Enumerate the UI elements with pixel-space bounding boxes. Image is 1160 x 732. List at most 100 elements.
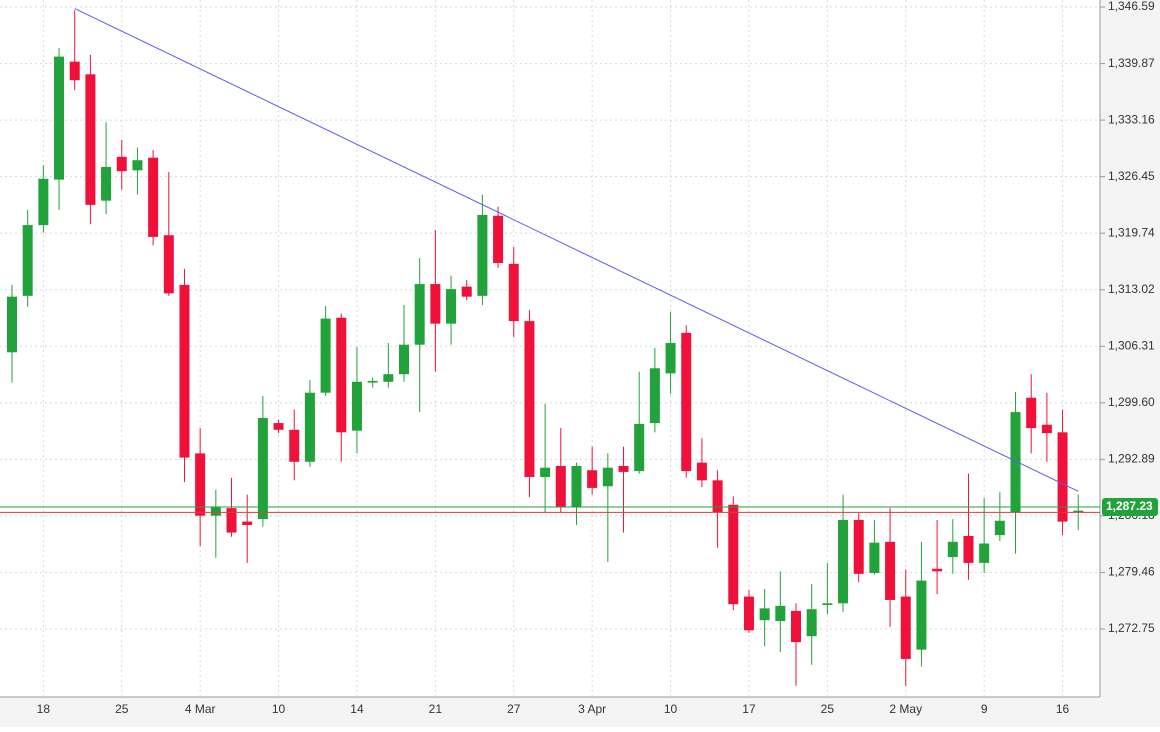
candle-body <box>195 453 206 516</box>
candle-body <box>7 296 17 353</box>
candle-body <box>555 466 566 508</box>
candle-body <box>351 381 362 431</box>
candle-body <box>163 235 174 294</box>
candle-body <box>1026 397 1037 429</box>
candle-body <box>430 284 441 324</box>
candle-body <box>524 321 535 477</box>
candle-body <box>853 519 864 574</box>
candle-body <box>775 605 786 622</box>
y-tick-label: 1,292.89 <box>1108 452 1155 466</box>
candle-body <box>226 508 237 533</box>
candle-body <box>649 368 660 424</box>
x-tick-label: 16 <box>1056 702 1070 716</box>
candle-body <box>1010 412 1021 513</box>
y-tick-label: 1,339.87 <box>1108 56 1155 70</box>
y-tick-label: 1,319.74 <box>1108 225 1155 239</box>
candle-body <box>85 74 96 205</box>
candle-body <box>743 596 754 631</box>
y-axis-panel <box>1100 0 1160 727</box>
candle-body <box>822 603 833 606</box>
x-axis-panel <box>0 697 1100 727</box>
candle-body <box>932 568 943 572</box>
candle-body <box>759 608 770 621</box>
candle-body <box>320 318 331 393</box>
candle-body <box>336 317 347 433</box>
candle-body <box>257 417 268 520</box>
candle-body <box>54 56 65 180</box>
price-label: 1,287.23 <box>1106 499 1153 513</box>
y-tick-label: 1,272.75 <box>1108 621 1155 635</box>
y-tick-label: 1,326.45 <box>1108 169 1155 183</box>
x-tick-label: 9 <box>981 702 988 716</box>
candle-body <box>994 520 1005 536</box>
candle-body <box>900 596 911 659</box>
candle-body <box>383 374 394 382</box>
candle-body <box>681 332 692 472</box>
y-tick-label: 1,306.31 <box>1108 338 1155 352</box>
y-tick-label: 1,299.60 <box>1108 395 1155 409</box>
candle-body <box>963 535 974 563</box>
x-tick-label: 17 <box>742 702 756 716</box>
x-tick-label: 14 <box>350 702 364 716</box>
candle-body <box>838 519 849 604</box>
candle-body <box>289 429 300 462</box>
trendline <box>74 8 1079 492</box>
candle-body <box>461 286 472 297</box>
plot-area <box>0 0 1100 697</box>
y-tick-label: 1,313.02 <box>1108 282 1155 296</box>
x-tick-label: 10 <box>664 702 678 716</box>
candle-body <box>916 580 927 650</box>
candle-body <box>587 470 598 488</box>
candle-body <box>367 380 378 383</box>
candle-body <box>132 160 143 171</box>
candle-body <box>728 504 739 605</box>
x-tick-label: 27 <box>507 702 521 716</box>
candle-body <box>947 541 958 557</box>
candle-body <box>571 466 582 508</box>
y-tick-label: 1,346.59 <box>1108 0 1155 13</box>
x-tick-label: 2 May <box>889 702 922 716</box>
candle-body <box>634 423 645 472</box>
candle-body <box>493 215 504 263</box>
candle-body <box>38 178 49 226</box>
candle-body <box>1041 424 1052 434</box>
y-tick-label: 1,279.46 <box>1108 565 1155 579</box>
candle-body <box>477 214 488 296</box>
candle-body <box>446 289 457 324</box>
candle-body <box>179 284 190 458</box>
candle-body <box>242 521 253 525</box>
candle-body <box>696 462 707 481</box>
candle-body <box>1057 432 1068 522</box>
candle-body <box>69 61 80 81</box>
candle-body <box>979 543 990 563</box>
candle-body <box>806 609 817 637</box>
candle-body <box>508 263 519 322</box>
candle-body <box>665 343 676 374</box>
y-tick-label: 1,333.16 <box>1108 112 1155 126</box>
candle-body <box>399 344 409 375</box>
candle-body <box>885 541 896 600</box>
x-tick-label: 25 <box>821 702 835 716</box>
candle-body <box>116 156 127 172</box>
x-tick-label: 21 <box>429 702 443 716</box>
x-tick-label: 3 Apr <box>578 702 606 716</box>
candle-body <box>148 157 159 237</box>
price-label-box <box>1102 498 1158 517</box>
x-tick-label: 18 <box>37 702 51 716</box>
candle-body <box>210 507 221 516</box>
candle-body <box>414 284 425 345</box>
candle-body <box>791 610 801 643</box>
candle-body <box>602 467 613 487</box>
candle-body <box>618 466 629 472</box>
candle-body <box>540 467 551 477</box>
x-tick-label: 10 <box>272 702 286 716</box>
candle-body <box>22 225 33 296</box>
x-tick-label: 4 Mar <box>185 702 216 716</box>
candle-body <box>869 542 880 573</box>
candle-body <box>273 423 284 430</box>
candle-body <box>304 392 315 462</box>
x-tick-label: 25 <box>115 702 129 716</box>
candle-body <box>101 166 112 201</box>
